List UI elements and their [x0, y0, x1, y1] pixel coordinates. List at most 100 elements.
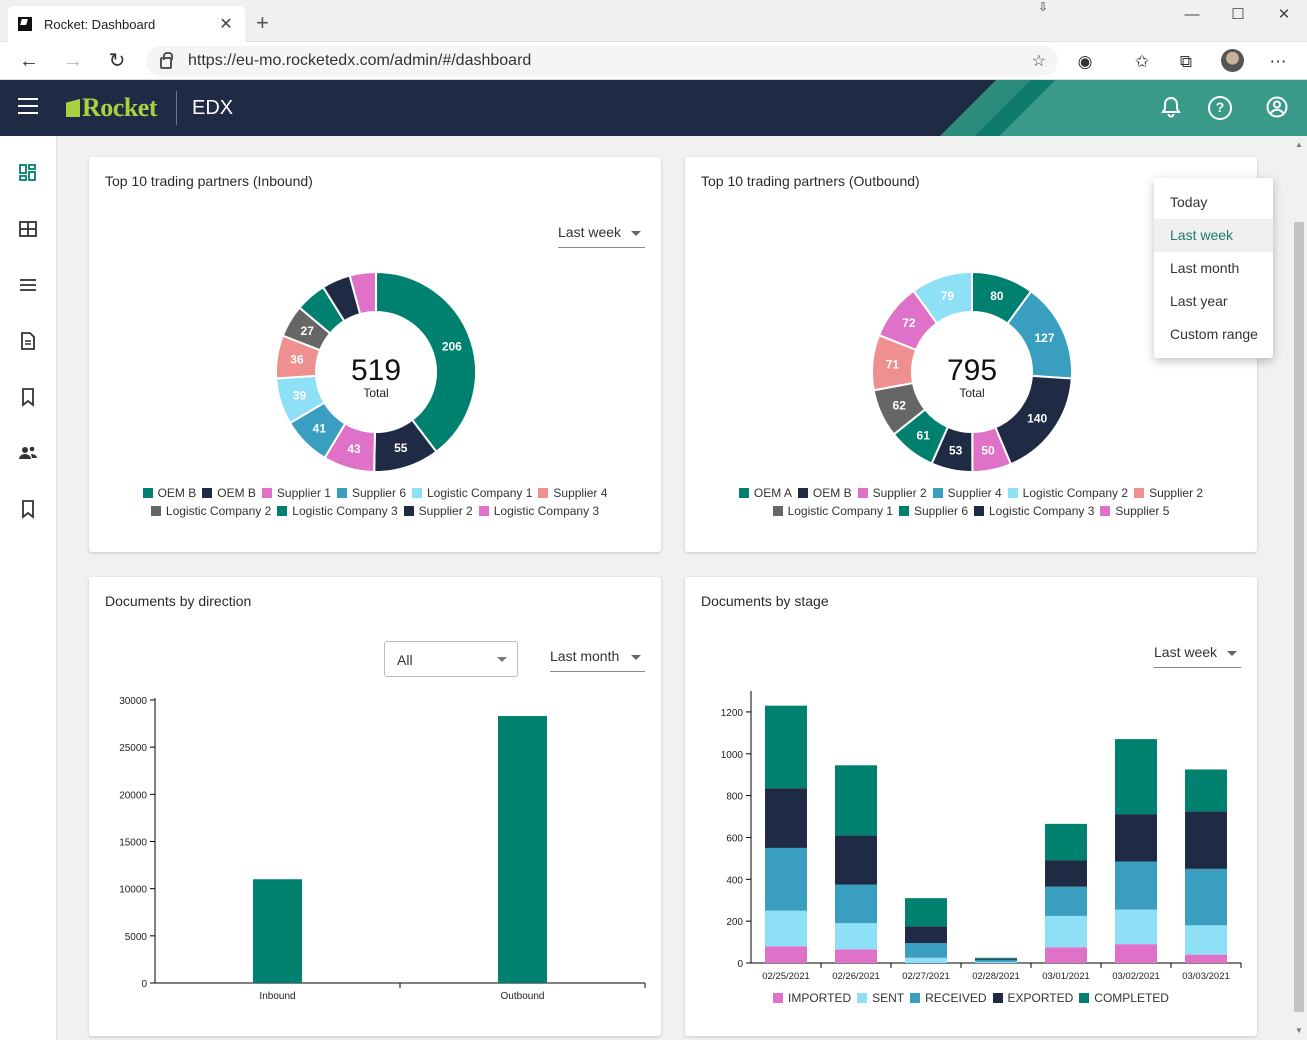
- close-window-icon[interactable]: ✕: [1277, 6, 1291, 23]
- legend-item[interactable]: Supplier 2: [1134, 484, 1203, 502]
- side-navigation: [0, 136, 57, 1040]
- legend-item[interactable]: Logistic Company 3: [974, 502, 1094, 520]
- x-tick-label: 02/26/2021: [832, 971, 880, 982]
- stacked-bar-segment: [1045, 860, 1087, 887]
- menu-item-last-week[interactable]: Last week: [1154, 219, 1273, 252]
- legend-item[interactable]: OEM B: [142, 484, 196, 502]
- legend-item[interactable]: Supplier 2: [403, 502, 473, 520]
- direction-filter-select[interactable]: All: [384, 641, 518, 677]
- period-select-value: Last month: [550, 648, 620, 664]
- legend-item[interactable]: Logistic Company 2: [1007, 484, 1129, 502]
- maximize-icon[interactable]: ☐: [1231, 6, 1245, 23]
- legend-item[interactable]: RECEIVED: [910, 989, 987, 1007]
- profile-avatar[interactable]: [1221, 49, 1244, 72]
- stacked-bar-segment: [765, 788, 807, 848]
- back-icon[interactable]: ←: [19, 50, 39, 72]
- refresh-icon[interactable]: ↻: [108, 50, 126, 72]
- legend-label: Logistic Company 2: [1022, 486, 1129, 500]
- legend-label: OEM A: [753, 486, 792, 500]
- legend-item[interactable]: Supplier 6: [336, 484, 406, 502]
- nav-list[interactable]: [0, 257, 56, 313]
- x-tick-label: 03/02/2021: [1112, 971, 1160, 982]
- help-icon[interactable]: ?: [1208, 96, 1232, 120]
- legend-item[interactable]: COMPLETED: [1079, 989, 1169, 1007]
- legend-item[interactable]: Supplier 5: [1100, 502, 1169, 520]
- legend-item[interactable]: Supplier 2: [857, 484, 927, 502]
- scrollbar-thumb[interactable]: [1294, 222, 1304, 1012]
- dropdown-caret-icon: [631, 655, 641, 660]
- new-tab-icon[interactable]: +: [256, 10, 269, 35]
- menu-item-today[interactable]: Today: [1170, 194, 1208, 210]
- nav-partners[interactable]: [0, 425, 56, 481]
- minimize-icon[interactable]: —: [1184, 6, 1200, 23]
- notifications-bell-icon[interactable]: [1159, 96, 1183, 120]
- nav-dashboard[interactable]: [0, 145, 56, 201]
- period-select-value: Last week: [558, 224, 622, 240]
- scroll-up-icon[interactable]: ▲: [1295, 140, 1303, 149]
- menu-icon[interactable]: [18, 98, 38, 118]
- donut-slice: [912, 270, 973, 325]
- nav-documents[interactable]: [0, 313, 56, 369]
- collections-icon[interactable]: ⧉: [1179, 52, 1193, 71]
- forward-icon[interactable]: →: [63, 50, 83, 72]
- menu-item-custom-range[interactable]: Custom range: [1170, 326, 1258, 342]
- stacked-bar-segment: [835, 884, 877, 924]
- legend-item[interactable]: Logistic Company 3: [478, 502, 599, 520]
- legend-item[interactable]: Supplier 6: [898, 502, 968, 520]
- legend-item[interactable]: Supplier 4: [932, 484, 1002, 502]
- menu-item-last-year[interactable]: Last year: [1170, 293, 1228, 309]
- legend-item[interactable]: Supplier 4: [538, 484, 607, 502]
- legend-label: OEM B: [812, 486, 852, 500]
- extension-icon[interactable]: ◉: [1077, 52, 1093, 71]
- legend-item[interactable]: Supplier 1: [261, 484, 331, 502]
- period-select[interactable]: Last week: [1154, 642, 1241, 668]
- page-scrollbar[interactable]: ▲ ▼: [1291, 136, 1307, 1040]
- legend-item[interactable]: Logistic Company 1: [772, 502, 893, 520]
- url-text: https://eu-mo.rocketedx.com/admin/#/dash…: [188, 52, 532, 69]
- slice-value-label: 36: [290, 353, 304, 367]
- legend-item[interactable]: EXPORTED: [992, 989, 1073, 1007]
- browser-tab[interactable]: Rocket: Dashboard ✕: [8, 6, 245, 42]
- period-select[interactable]: Last month: [550, 646, 645, 672]
- nav-widgets[interactable]: [0, 201, 56, 257]
- card-title: Documents by stage: [701, 593, 829, 609]
- period-select[interactable]: Last week: [558, 222, 645, 248]
- stacked-bar-segment: [835, 835, 877, 885]
- legend-item[interactable]: OEM B: [202, 484, 256, 502]
- legend-label: OEM B: [217, 486, 256, 500]
- add-favorite-icon[interactable]: ☆: [1031, 53, 1046, 70]
- app-name: EDX: [192, 97, 234, 119]
- legend-swatch: [898, 506, 909, 516]
- legend-item[interactable]: OEM B: [797, 484, 852, 502]
- legend-item[interactable]: SENT: [857, 989, 904, 1007]
- y-tick-label: 0: [737, 959, 743, 970]
- stacked-bar-segment: [905, 898, 947, 927]
- menu-item-last-month[interactable]: Last month: [1170, 260, 1240, 276]
- slice-value-label: 61: [917, 428, 931, 442]
- slice-value-label: 206: [442, 340, 462, 354]
- lock-icon[interactable]: [160, 52, 173, 69]
- y-tick-label: 10000: [119, 885, 147, 896]
- address-bar[interactable]: https://eu-mo.rocketedx.com/admin/#/dash…: [146, 46, 1058, 76]
- account-icon[interactable]: [1265, 96, 1289, 120]
- legend-item[interactable]: Logistic Company 1: [412, 484, 532, 502]
- legend-label: Supplier 1: [276, 486, 331, 500]
- x-tick-label: 02/27/2021: [902, 971, 950, 982]
- x-tick-label: Inbound: [259, 991, 295, 1002]
- scroll-down-icon[interactable]: ▼: [1295, 1026, 1303, 1035]
- x-tick-label: 02/28/2021: [972, 971, 1020, 982]
- stacked-bar-segment: [765, 847, 807, 911]
- legend-item[interactable]: Logistic Company 2: [150, 502, 271, 520]
- more-options-icon[interactable]: ⋯: [1269, 52, 1287, 71]
- stacked-bar-segment: [835, 949, 877, 963]
- legend-item[interactable]: IMPORTED: [773, 989, 851, 1007]
- legend-item[interactable]: OEM A: [738, 484, 792, 502]
- close-tab-icon[interactable]: ✕: [219, 16, 233, 33]
- nav-bookmarks[interactable]: [0, 369, 56, 425]
- legend-label: Supplier 2: [418, 504, 473, 518]
- nav-saved[interactable]: [0, 481, 56, 537]
- legend-item[interactable]: Logistic Company 3: [277, 502, 398, 520]
- favorites-icon[interactable]: ✩: [1134, 52, 1150, 71]
- legend-swatch: [261, 488, 272, 498]
